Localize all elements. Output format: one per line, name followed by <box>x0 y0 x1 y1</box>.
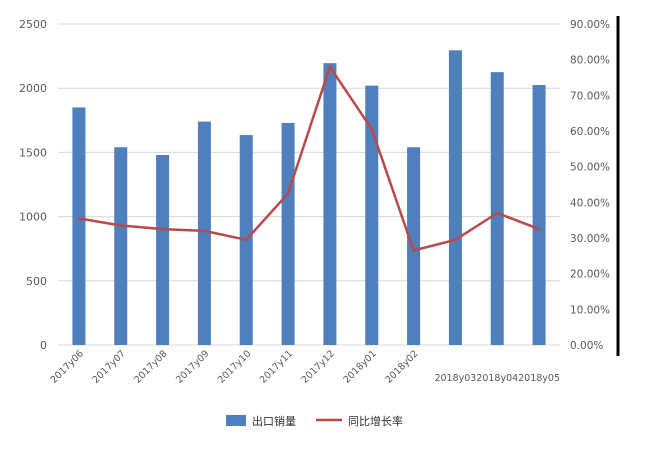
bar-export-sales <box>323 63 337 346</box>
line-point-yoy-growth <box>328 65 332 69</box>
y-right-tick-label: 10.00% <box>570 304 610 316</box>
line-yoy-growth <box>78 65 540 252</box>
line-point-yoy-growth <box>286 192 290 195</box>
x-tick-label: 2018y04 <box>476 373 518 384</box>
bar-export-sales <box>281 122 295 345</box>
bar-export-sales <box>197 121 211 345</box>
y-right-tick-label: 90.00% <box>570 19 610 31</box>
line-point-yoy-growth <box>370 127 374 131</box>
y-right-tick-label: 80.00% <box>570 55 610 67</box>
y-left-tick-label: 1000 <box>19 211 47 224</box>
y-right-tick-label: 20.00% <box>570 269 610 281</box>
legend-swatch-bar <box>226 415 246 426</box>
bar-export-sales <box>114 147 128 345</box>
line-point-yoy-growth <box>412 249 415 252</box>
line-point-yoy-growth <box>495 211 499 215</box>
bar-export-sales <box>407 147 421 345</box>
y-right-tick-label: 30.00% <box>570 233 610 245</box>
y-left-tick-label: 2500 <box>19 18 47 31</box>
y-right-tick-label: 40.00% <box>570 197 610 209</box>
legend: 出口销量 同比增长率 <box>226 414 403 428</box>
x-tick-label: 2018y05 <box>518 373 560 384</box>
y-left-tick-label: 2000 <box>19 82 47 95</box>
y-right-tick-label: 70.00% <box>570 90 610 102</box>
bar-export-sales <box>448 50 462 346</box>
y-left-tick-label: 0 <box>40 339 47 352</box>
bar-export-sales <box>490 72 504 346</box>
line-point-yoy-growth <box>161 227 164 231</box>
line-point-yoy-growth <box>119 224 123 227</box>
y-right-tick-label: 60.00% <box>570 126 610 138</box>
line-point-yoy-growth <box>537 227 541 231</box>
legend-label-export-sales: 出口销量 <box>252 414 296 428</box>
line-point-yoy-growth <box>244 238 248 242</box>
y-left-tick-label: 500 <box>26 275 47 288</box>
legend-label-yoy-growth: 同比增长率 <box>348 414 403 428</box>
y-right-tick-label: 0.00% <box>570 340 603 352</box>
line-point-yoy-growth <box>454 238 457 242</box>
y-right-tick-label: 50.00% <box>570 162 610 174</box>
bar-export-sales <box>156 154 170 345</box>
bar-export-sales <box>532 84 546 346</box>
x-tick-label: 2018y03 <box>434 373 476 384</box>
bar-export-sales <box>365 85 379 345</box>
y-left-tick-label: 1500 <box>19 146 47 159</box>
line-point-yoy-growth <box>77 217 81 220</box>
line-point-yoy-growth <box>203 229 206 233</box>
bar-export-sales <box>72 107 86 346</box>
